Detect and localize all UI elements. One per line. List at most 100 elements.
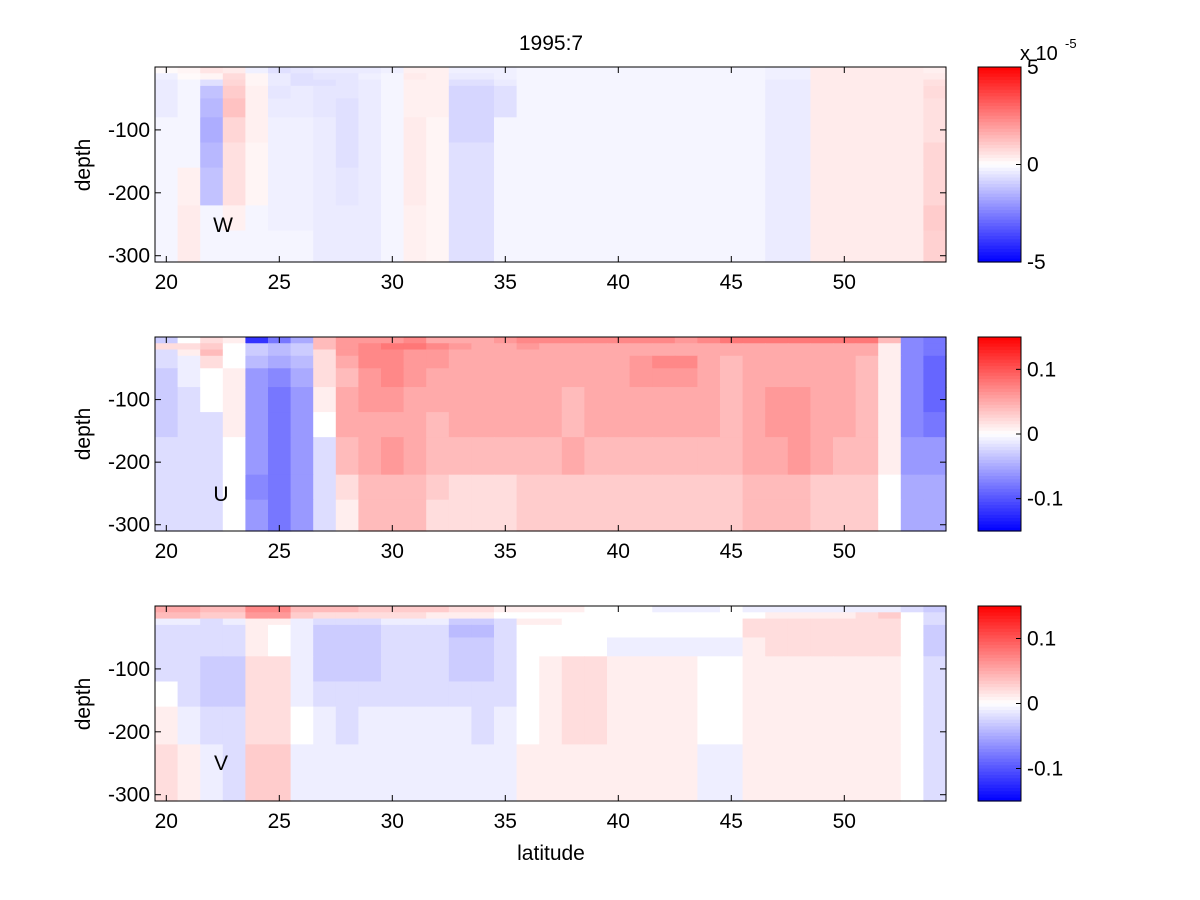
heatmap-cell [177,387,201,413]
heatmap-cell [674,79,698,87]
heatmap-cell [855,205,879,232]
heatmap-cell [222,387,246,413]
heatmap-cell [607,612,631,620]
heatmap-cell [494,73,518,81]
heatmap-cell [923,681,947,708]
heatmap-cell [448,637,472,657]
heatmap-cell [561,769,585,802]
colorbar-segment [978,174,1021,179]
colorbar-segment [978,755,1021,760]
heatmap-cell [177,656,201,683]
heatmap-cell [765,117,789,144]
heatmap-cell [200,437,224,476]
heatmap-cell [607,343,631,351]
colorbar-segment [978,349,1021,354]
heatmap-cell [787,230,811,263]
heatmap-cell [426,474,450,501]
heatmap-cell [855,656,879,683]
heatmap-cell [787,85,811,100]
heatmap-cell [177,606,201,613]
heatmap-cell [426,230,450,263]
heatmap-cell [155,355,179,369]
x-tick-label: 20 [155,271,178,294]
heatmap-cell [494,499,518,532]
heatmap-cell [335,355,359,369]
heatmap-cell [652,618,676,626]
colorbar-segment [978,615,1021,620]
heatmap-cell [561,474,585,501]
heatmap-cell [222,412,246,438]
colorbar-segment [978,482,1021,487]
heatmap-cell [652,85,676,100]
colorbar-segment [978,411,1021,416]
heatmap-cell [290,656,314,683]
heatmap-cell [607,167,631,206]
colorbar-segment [978,476,1021,480]
heatmap-cell [900,167,924,206]
heatmap-cell [448,355,472,369]
heatmap-cell [584,474,608,501]
heatmap-cell [381,744,405,771]
heatmap-cell [833,618,857,626]
heatmap-cell [765,387,789,413]
heatmap-cell [155,474,179,501]
heatmap-cell [584,612,608,620]
heatmap-cell [471,681,495,708]
heatmap-cell [742,205,766,232]
x-tick-label: 45 [720,540,743,563]
heatmap-cell [155,624,179,639]
heatmap-cell [516,744,540,771]
colorbar-tick-label: 0 [1027,154,1039,177]
heatmap-cell [516,681,540,708]
heatmap-cell [335,612,359,620]
colorbar-segment [978,366,1021,370]
colorbar-segment [978,193,1021,198]
colorbar-segment [978,401,1021,406]
heatmap-cell [290,612,314,620]
heatmap-cell [539,681,563,708]
colorbar-segment [978,661,1021,666]
heatmap-cell [494,706,518,745]
heatmap-cell [539,355,563,369]
heatmap-cell [245,706,269,745]
heatmap-cell [335,349,359,357]
heatmap-cell [313,349,337,357]
heatmap-cell [448,142,472,169]
heatmap-cell [245,769,269,802]
heatmap-cell [561,618,585,626]
heatmap-cell [448,612,472,620]
heatmap-cell [810,387,834,413]
heatmap-cell [222,612,246,620]
heatmap-cell [720,744,744,771]
heatmap-cell [290,205,314,232]
heatmap-cell [607,618,631,626]
heatmap-cell [923,744,947,771]
heatmap-cell [607,387,631,413]
x-axis-label: latitude [517,842,585,865]
heatmap-cells-v [155,606,947,802]
heatmap-cell [674,117,698,144]
heatmap-cell [584,437,608,476]
heatmap-cell [742,656,766,683]
heatmap-cell [313,387,337,413]
heatmap-cell [607,79,631,87]
heatmap-cell [810,412,834,438]
heatmap-cell [155,349,179,357]
heatmap-cell [155,656,179,683]
heatmap-cell [561,343,585,351]
heatmap-cell [878,618,902,626]
heatmap-cell [742,474,766,501]
heatmap-cell [516,337,540,344]
colorbar-u: -0.1 0 0.1 [977,336,1063,532]
heatmap-cell [900,769,924,802]
colorbar-segment [978,677,1021,682]
heatmap-cell [516,474,540,501]
heatmap-cell [629,73,653,81]
heatmap-cell [810,355,834,369]
colorbar-segment [978,67,1021,71]
heatmap-cell [674,437,698,476]
colorbar-segment [978,784,1021,789]
heatmap-cell [245,337,269,344]
heatmap-cell [313,637,337,657]
heatmap-cell [516,73,540,81]
